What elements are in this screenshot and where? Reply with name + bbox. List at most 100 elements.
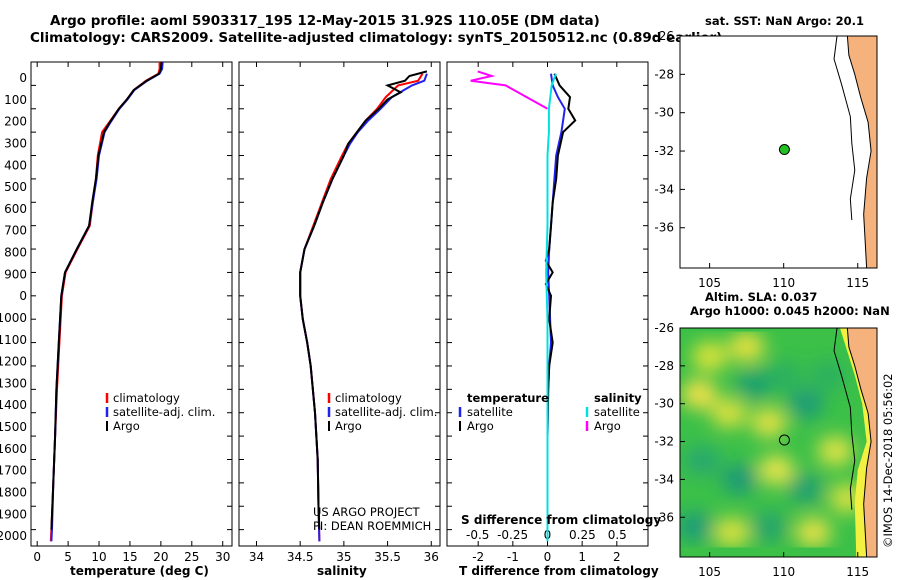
y-tick-label: 600 [4,202,27,216]
x-tick-label: 5 [64,550,72,564]
series-s-satellite [545,73,557,542]
sla-title-line2: Argo h1000: 0.045 h2000: NaN [690,304,890,318]
figure-title-line1: Argo profile: aoml 5903317_195 12-May-20… [50,13,600,29]
legend-salinity-title: salinity [594,391,642,405]
x-tick-label: 10 [91,550,106,564]
y-tick-label: 1600 [0,442,27,456]
map-y-tick-label: -30 [654,106,674,120]
temperature-legend: climatology satellite-adj. clim. Argo [105,391,215,433]
legend-satellite: satellite-adj. clim. [113,405,215,419]
map-x-tick-label: 105 [698,565,721,579]
y-tick-label: 1100 [0,333,27,347]
sla-blob [758,454,795,485]
map-x-tick-label: 110 [772,276,795,290]
watermark: ©IMOS 14-Dec-2018 05:56:02 [881,373,895,548]
x-tick-label: 20 [153,550,168,564]
difference-xlabel: T difference from climatology [459,564,659,578]
legend-s-satellite: satellite [594,405,640,419]
map-y-tick-label: -34 [654,182,674,196]
sst-background [680,36,877,268]
y-tick-label: 1900 [0,507,27,521]
legend-climatology: climatology [335,391,402,405]
s-tick-label: -0.5 [466,528,489,542]
map-x-tick-label: 105 [698,276,721,290]
sla-blob [787,388,824,419]
legend-temperature-title: temperature [467,391,549,405]
isobath-contour [833,35,856,221]
sla-blob [710,398,747,429]
credit-pi: PI: DEAN ROEMMICH [313,519,431,533]
map-x-tick-label: 110 [772,565,795,579]
sla-blob [713,517,750,548]
salinity-panel: 34 34.5 35 35.5 36 [238,61,441,564]
sla-blob [681,379,718,410]
sla-blob [810,360,847,391]
y-tick-label: 1400 [0,398,27,412]
y-tick-label: 2000 [0,529,27,543]
x-tick-label: -2 [472,550,484,564]
map-frame [679,35,878,269]
x-tick-label: 15 [122,550,137,564]
float-position-marker [778,434,790,446]
series-satellite-adj-clim- [50,61,164,542]
x-tick-label: 25 [184,550,199,564]
x-tick-label: 34 [249,550,264,564]
map-y-tick-label: -36 [654,510,674,524]
figure-title-line2: Climatology: CARS2009. Satellite-adjuste… [30,30,722,46]
map-y-tick-label: -28 [654,67,674,81]
y-tick-label: 300 [4,136,27,150]
sla-blob [795,517,832,548]
x-tick-label: 2 [613,550,621,564]
s-tick-label: -0.25 [497,528,528,542]
sla-blob [750,407,787,438]
y-tick-label: 700 [4,224,27,238]
s-difference-label: S difference from climatology [461,513,661,527]
y-tick-label: 0 [19,71,27,85]
sst-map-title: sat. SST: NaN Argo: 20.1 [705,14,864,28]
series-s-argo [470,70,548,110]
sla-title-line1: Altim. SLA: 0.037 [705,290,817,304]
legend-t-argo: Argo [467,419,494,433]
sla-blob [736,369,773,400]
legend-argo: Argo [335,419,362,433]
sla-blob [684,445,721,476]
x-tick-label: -1 [507,550,519,564]
difference-legend: temperature satellite Argo salinity sate… [458,391,661,527]
series-argo [50,61,163,530]
salinity-legend: climatology satellite-adj. clim. Argo US… [313,391,437,533]
y-tick-label: 100 [4,93,27,107]
y-tick-label: 1200 [0,355,27,369]
sla-blob [728,331,765,362]
legend-argo: Argo [113,419,140,433]
y-tick-label: 500 [4,180,27,194]
y-tick-label: 0 [19,289,27,303]
y-tick-label: 900 [4,267,27,281]
series-argo [299,70,428,530]
map-y-tick-label: -26 [654,29,674,43]
x-tick-label: 36 [424,550,439,564]
series-climatology [49,62,161,542]
sla-blob [787,473,824,504]
y-tick-label: 200 [4,115,27,129]
sla-blob [680,511,713,542]
difference-panel: -2 -1 0 1 2-0.5 -0.25 0 0.25 0.5 [446,61,649,564]
credit-project: US ARGO PROJECT [313,505,421,519]
y-tick-label: 800 [4,246,27,260]
legend-satellite: satellite-adj. clim. [335,405,437,419]
legend-climatology: climatology [113,391,180,405]
legend-s-argo: Argo [594,419,621,433]
series-satellite-adj-clim- [299,73,428,542]
s-tick-label: 0.25 [569,528,596,542]
sla-blob [817,436,854,467]
map-y-tick-label: -36 [654,221,674,235]
map-y-tick-label: -28 [654,359,674,373]
plot-frame [238,61,441,547]
salinity-xlabel: salinity [317,564,367,578]
legend-t-satellite: satellite [467,405,513,419]
x-tick-label: 34.5 [287,550,314,564]
x-tick-label: 35 [336,550,351,564]
plot-frame [30,61,233,547]
x-tick-label: 0 [544,550,552,564]
y-tick-label: 1000 [0,311,27,325]
map-y-tick-label: -32 [654,435,674,449]
